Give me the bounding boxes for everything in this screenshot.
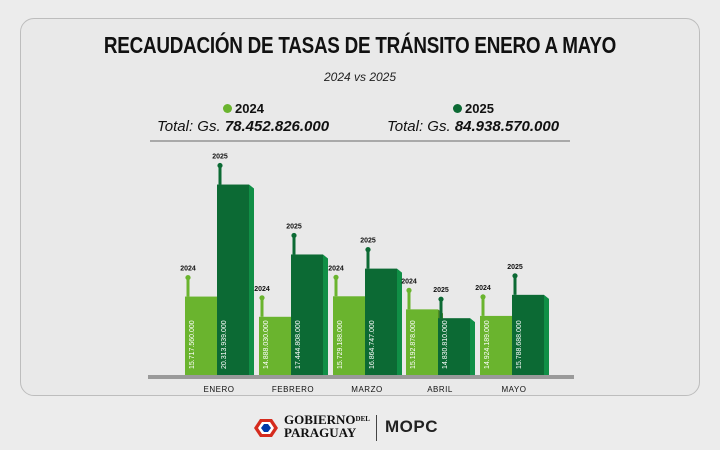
category-label-enero: ENERO (204, 385, 235, 394)
bar-2024-marzo (333, 296, 365, 375)
bar-marker-dot (185, 274, 191, 281)
bar-2025-enero (217, 184, 249, 375)
bar-2025-marzo (365, 268, 397, 375)
bar-year-label: 2025 (286, 223, 302, 230)
baseline (148, 375, 574, 379)
bar-value-label: 14.924.189.000 (484, 320, 491, 369)
category-label-marzo: MARZO (351, 385, 382, 394)
bar-marker-dot (259, 295, 265, 301)
bar-year-label: 2025 (507, 264, 523, 271)
legend-dot-2025 (453, 104, 462, 113)
bar-2025-abril (438, 318, 470, 375)
bar-2024-abril (406, 309, 438, 375)
bar-marker-dot (365, 247, 371, 253)
footer-separator (376, 415, 377, 441)
category-label-abril: ABRIL (427, 385, 453, 394)
bar-year-label: 2024 (328, 265, 344, 272)
bar-value-label: 14.830.810.000 (442, 320, 449, 369)
total-2025: Total: Gs. 84.938.570.000 (387, 118, 559, 135)
bar-side (544, 294, 549, 375)
bar-2024-mayo (480, 315, 512, 375)
bar-2024-febrero (259, 316, 291, 375)
bar-marker-dot (512, 273, 518, 279)
category-label-febrero: FEBRERO (272, 385, 314, 394)
bar-value-label: 14.888.030.000 (263, 320, 270, 369)
bar-side (470, 318, 475, 375)
legend-2024: 2024 (223, 101, 264, 116)
bar-marker-dot (333, 274, 339, 280)
bar-year-label: 2024 (475, 285, 491, 292)
bar-marker-dot (217, 162, 223, 169)
bar-2024-enero (185, 296, 217, 375)
bar-marker-dot (480, 294, 486, 300)
bar-value-label: 15.729.188.000 (337, 320, 344, 369)
legend-label-2025: 2025 (465, 101, 494, 116)
gob-del: DEL (355, 415, 370, 423)
legend-divider (150, 140, 570, 142)
bar-value-label: 16.864.747.000 (369, 320, 376, 369)
bar-value-label: 15.192.878.000 (410, 320, 417, 369)
gob-line1: GOBIERNO (284, 412, 356, 427)
total-value-2024: 78.452.826.000 (224, 118, 330, 135)
category-label-mayo: MAYO (502, 385, 527, 394)
page-subtitle: 2024 vs 2025 (323, 70, 397, 84)
paraguay-seal-icon (254, 419, 278, 437)
gobierno-logo-text: GOBIERNODEL PARAGUAY (284, 413, 370, 439)
bar-value-label: 15.717.560.000 (189, 320, 196, 369)
bar-value-label: 17.444.808.000 (295, 320, 302, 369)
bar-side (397, 268, 402, 375)
bar-side (323, 254, 328, 375)
bar-value-label: 20.313.939.000 (221, 320, 228, 369)
agency-logo: MOPC (385, 417, 438, 436)
bar-year-label: 2025 (212, 154, 228, 161)
legend-dot-2024 (223, 104, 232, 113)
total-prefix-2025: Total: Gs. (387, 118, 451, 135)
bar-marker-dot (291, 232, 297, 239)
legend-2025: 2025 (453, 101, 494, 116)
bar-2025-mayo (512, 294, 544, 375)
total-2024: Total: Gs. 78.452.826.000 (157, 118, 329, 135)
legend-label-2024: 2024 (235, 101, 264, 116)
bar-year-label: 2025 (360, 238, 376, 245)
bar-year-label: 2024 (401, 278, 417, 285)
bar-year-label: 2024 (254, 286, 270, 293)
total-value-2025: 84.938.570.000 (454, 118, 560, 135)
bar-marker-dot (406, 287, 412, 293)
bar-side (249, 184, 254, 375)
bar-value-label: 15.788.688.000 (516, 320, 523, 369)
bar-year-label: 2025 (433, 287, 449, 294)
total-prefix-2024: Total: Gs. (157, 118, 221, 135)
gob-line2: PARAGUAY (284, 425, 357, 440)
bar-marker-dot (438, 296, 444, 302)
bar-year-label: 2024 (180, 266, 196, 273)
bar-2025-febrero (291, 254, 323, 375)
page-title: RECAUDACIÓN DE TASAS DE TRÁNSITO ENERO A… (103, 32, 617, 58)
